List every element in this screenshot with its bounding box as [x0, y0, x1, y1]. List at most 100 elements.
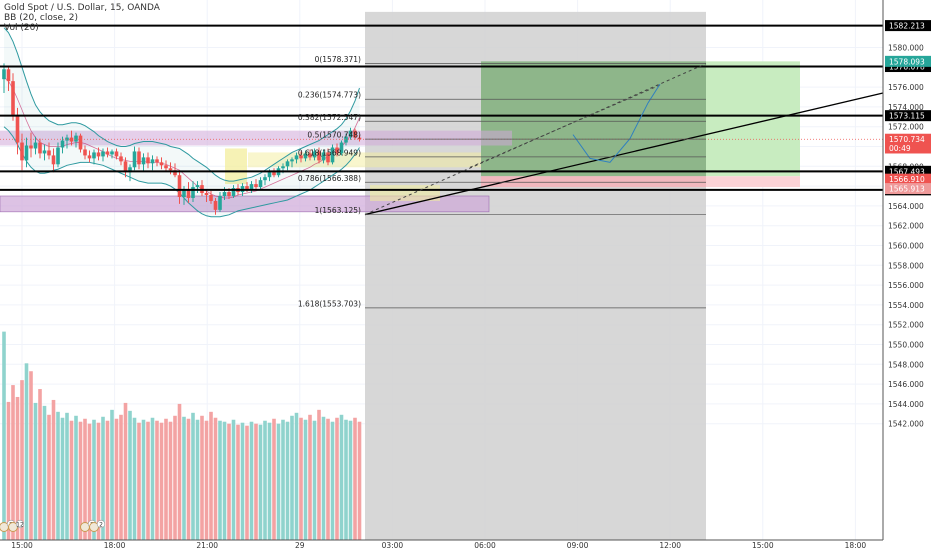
- candle: [299, 155, 303, 159]
- candle: [254, 184, 258, 188]
- price-axis-bg: [883, 0, 932, 550]
- fib-level-label: 0.618(1568.949): [298, 148, 361, 157]
- volume-bar: [267, 422, 272, 540]
- volume-bar: [303, 419, 308, 540]
- volume-bar: [339, 414, 344, 540]
- bb-upper-line: [3, 27, 360, 182]
- volume-bar: [186, 418, 191, 540]
- candle: [119, 156, 123, 162]
- fib-level-label: 1(1563.125): [315, 206, 361, 215]
- volume-bar: [168, 421, 173, 540]
- volume-bar: [146, 421, 150, 540]
- time-tick-label: 18:00: [845, 541, 867, 550]
- candle: [74, 135, 78, 142]
- candle: [321, 152, 326, 161]
- candle: [15, 114, 20, 143]
- volume-bar: [299, 417, 303, 540]
- candle: [348, 130, 353, 137]
- fib-level-label: 1.618(1553.703): [298, 299, 361, 308]
- volume-bar: [92, 419, 96, 540]
- candle: [272, 172, 276, 176]
- volume-bar: [2, 331, 6, 540]
- price-badge: [885, 133, 931, 145]
- candle: [186, 190, 191, 198]
- volume-bar: [348, 420, 353, 540]
- price-tick-label: 1552.000: [888, 321, 924, 330]
- price-tick-label: 1546.000: [888, 380, 924, 389]
- supply-zone: [0, 130, 512, 146]
- volume-bar: [87, 423, 92, 540]
- candle: [227, 192, 231, 196]
- price-label-badge: [885, 165, 931, 177]
- trendline-support: [364, 92, 884, 216]
- price-tick-label: 1556.000: [888, 281, 924, 290]
- event-count-label: 2: [99, 522, 103, 529]
- price-badge: [885, 183, 931, 195]
- demand-zone: [0, 195, 490, 213]
- candle: [29, 145, 33, 149]
- candle: [60, 140, 65, 148]
- price-badge: [885, 55, 931, 67]
- volume-bar: [218, 420, 222, 540]
- price-badge-text: 1565.913: [889, 185, 925, 194]
- price-label-badge: [885, 110, 931, 122]
- volume-bar: [294, 412, 299, 540]
- candle: [357, 137, 362, 140]
- time-tick-label: 18:00: [104, 541, 126, 550]
- candle: [330, 147, 335, 163]
- volume-bar: [321, 416, 326, 540]
- volume-indicator-label: Vol (20): [4, 23, 39, 33]
- projected-path: [572, 83, 661, 163]
- candle: [123, 161, 128, 173]
- candle: [78, 135, 83, 150]
- volume-bar: [164, 418, 168, 540]
- time-tick-label: 15:00: [752, 541, 774, 550]
- volume-bar: [69, 420, 74, 540]
- candle: [132, 151, 137, 168]
- fib-level-label: 0.786(1566.388): [298, 174, 361, 183]
- candle: [294, 155, 299, 160]
- volume-bar: [110, 409, 114, 540]
- candle: [213, 200, 218, 210]
- fib-level-label: 0(1578.371): [315, 55, 361, 64]
- candle: [168, 168, 173, 171]
- candle: [24, 145, 29, 161]
- price-tick-label: 1572.000: [888, 123, 924, 132]
- volume-bar: [335, 417, 339, 540]
- candle: [11, 81, 15, 115]
- price-label-badge: [885, 20, 931, 32]
- volume-bar: [78, 421, 83, 540]
- profit-zone-box: [706, 61, 800, 177]
- volume-bar: [114, 418, 119, 540]
- candle: [146, 157, 150, 164]
- highlight-box-1: [225, 148, 247, 185]
- price-tick-label: 1542.000: [888, 420, 924, 429]
- candle: [6, 69, 11, 82]
- volume-bar: [123, 402, 128, 540]
- volume-bar: [105, 420, 110, 540]
- time-axis-bg: [0, 540, 932, 550]
- price-tick-label: 1550.000: [888, 341, 924, 350]
- fib-level-label: 0.236(1574.773): [298, 91, 361, 100]
- price-badge: [885, 142, 931, 154]
- projection-dashed: [469, 84, 661, 168]
- volume-bar: [141, 419, 146, 540]
- volume-bar: [6, 401, 11, 540]
- event-count-bubble[interactable]: [96, 519, 106, 529]
- price-label-text: 1567.493: [889, 167, 925, 176]
- candle: [231, 188, 236, 196]
- volume-bar: [96, 422, 101, 540]
- time-tick-label: 21:00: [196, 541, 218, 550]
- volume-bar: [330, 421, 335, 540]
- event-count-label: 12: [16, 522, 24, 529]
- price-badge-text: 1570.734: [889, 135, 925, 144]
- candle: [303, 153, 308, 159]
- time-tick-label: 03:00: [382, 541, 404, 550]
- volume-bar: [326, 418, 330, 540]
- volume-bar: [317, 409, 321, 540]
- event-count-bubble[interactable]: [15, 519, 25, 529]
- volume-bar: [20, 380, 24, 540]
- volume-bar: [128, 410, 132, 540]
